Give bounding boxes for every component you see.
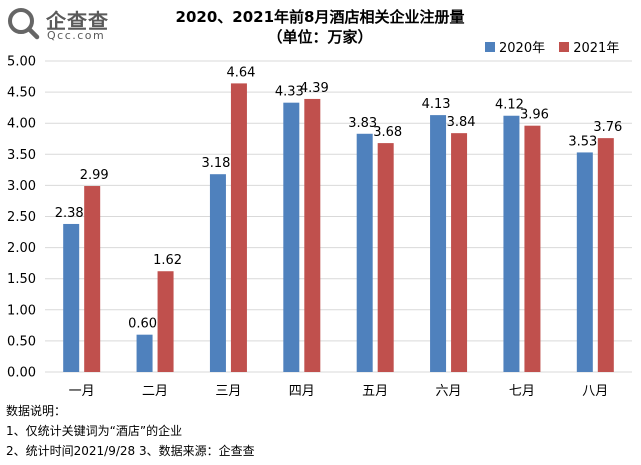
data-label: 4.12	[495, 98, 524, 113]
bar-2020年-一月	[63, 223, 80, 372]
bar-2021年-二月	[157, 271, 174, 372]
data-label: 1.62	[153, 253, 182, 268]
y-axis-ticks: 0.00 0.50 1.00 1.50 2.00 2.50 3.00 3.50 4.00 4.50…	[7, 55, 36, 381]
data-label: 2.99	[80, 168, 109, 183]
bar-2021年-三月	[230, 83, 247, 372]
legend-item-2020: 2020年	[485, 37, 545, 56]
bar-2020年-六月	[430, 115, 447, 372]
y-tick-label: 4.00	[7, 117, 36, 132]
notes-line-2: 2、统计时间2021/9/28 3、数据来源：企查查	[6, 444, 255, 458]
bar-2021年-四月	[304, 98, 321, 372]
data-label: 0.60	[128, 317, 157, 332]
bar-2021年-五月	[377, 143, 394, 372]
data-label: 4.39	[300, 81, 329, 96]
data-label: 3.83	[348, 116, 377, 131]
y-tick-label: 0.00	[7, 366, 36, 381]
bar-2021年-八月	[597, 138, 614, 372]
bar-2021年-六月	[451, 133, 468, 372]
x-tick-label: 七月	[509, 384, 535, 399]
x-axis-ticks: 一月 二月 三月 四月 五月 六月 七月 八月	[69, 384, 609, 399]
y-tick-label: 2.00	[7, 241, 36, 256]
legend-item-2021: 2021年	[559, 37, 619, 56]
y-tick-label: 3.00	[7, 179, 36, 194]
bar-2021年-七月	[524, 125, 541, 372]
data-label: 3.18	[201, 156, 230, 171]
legend-swatch-2021	[559, 41, 570, 52]
x-tick-label: 八月	[582, 384, 608, 399]
data-label: 2.38	[55, 206, 84, 221]
logo-name-cn: 企查查	[46, 9, 109, 33]
chart-legend: 2020年 2021年	[485, 37, 629, 56]
x-tick-label: 一月	[69, 384, 95, 399]
bar-2020年-七月	[503, 115, 520, 373]
y-tick-label: 4.50	[7, 86, 36, 101]
legend-label-2021: 2021年	[573, 41, 620, 56]
y-tick-label: 5.00	[7, 55, 36, 70]
notes-line-1: 1、仅统计关键词为“酒店”的企业	[6, 424, 183, 438]
bar-2020年-八月	[576, 152, 593, 372]
data-labels: 2.38 0.60 3.18 4.33 3.83 4.13 4.12 3.53 2.99 1.62…	[55, 65, 623, 331]
qcc-logo-icon	[8, 8, 40, 40]
chart-subtitle: （单位：万家）	[267, 28, 373, 46]
x-tick-label: 二月	[142, 384, 168, 399]
data-label: 3.68	[373, 125, 402, 140]
bar-2021年-一月	[84, 186, 101, 372]
notes-heading: 数据说明：	[6, 404, 67, 418]
bar-2020年-二月	[136, 334, 153, 372]
bars	[63, 83, 614, 373]
y-tick-label: 0.50	[7, 334, 36, 349]
data-label: 3.84	[447, 115, 476, 130]
y-tick-label: 1.00	[7, 303, 36, 318]
x-tick-label: 五月	[362, 384, 388, 399]
bar-2020年-四月	[283, 102, 300, 372]
data-notes: 数据说明： 1、仅统计关键词为“酒店”的企业 2、统计时间2021/9/28 3…	[6, 401, 255, 461]
qcc-logo: 企查查 Qcc.com	[6, 4, 116, 44]
data-label: 3.53	[568, 134, 597, 149]
y-tick-label: 1.50	[7, 272, 36, 287]
x-tick-label: 三月	[215, 384, 241, 399]
y-tick-label: 3.50	[7, 148, 36, 163]
data-label: 3.96	[520, 108, 549, 123]
bar-2020年-五月	[356, 133, 373, 372]
data-label: 3.76	[593, 120, 622, 135]
x-tick-label: 六月	[436, 384, 462, 399]
x-tick-label: 四月	[289, 384, 315, 399]
legend-swatch-2020	[485, 41, 495, 52]
legend-label-2020: 2020年	[499, 41, 546, 56]
data-label: 4.64	[226, 65, 255, 80]
chart-title: 2020、2021年前8月酒店相关企业注册量	[175, 8, 465, 26]
y-tick-label: 2.50	[7, 210, 36, 225]
data-label: 4.13	[422, 97, 451, 112]
logo-name-en: Qcc.com	[47, 29, 106, 42]
data-label: 4.33	[275, 85, 304, 100]
bar-2020年-三月	[209, 174, 226, 372]
